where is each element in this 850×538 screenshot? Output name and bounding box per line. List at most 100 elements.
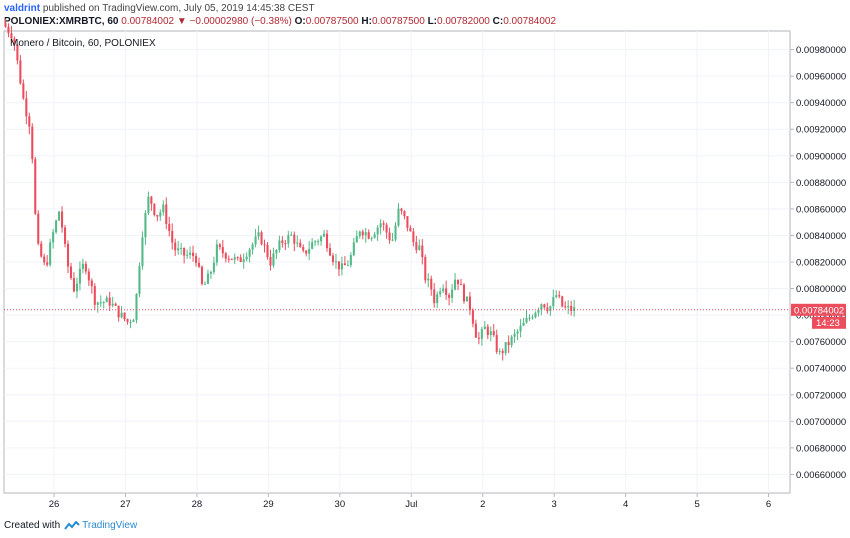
candle bbox=[424, 254, 427, 284]
candle bbox=[465, 296, 469, 302]
candle bbox=[171, 223, 174, 250]
x-tick-label: 4 bbox=[623, 499, 628, 510]
candle bbox=[13, 36, 16, 51]
candle bbox=[180, 242, 183, 255]
candle bbox=[227, 255, 230, 263]
candle bbox=[433, 283, 436, 308]
candle bbox=[427, 273, 430, 288]
candle bbox=[340, 256, 343, 276]
symbol-label: POLONIEX:XMRBTC, 60 bbox=[4, 16, 119, 27]
candle bbox=[126, 318, 129, 325]
candle bbox=[403, 210, 406, 220]
y-tick-label: 0.00840000 bbox=[796, 231, 846, 242]
candle bbox=[299, 239, 302, 248]
candle bbox=[22, 79, 25, 100]
candle bbox=[400, 207, 403, 215]
close-value: 0.00784002 bbox=[503, 16, 557, 27]
candle bbox=[382, 220, 385, 231]
candle bbox=[177, 240, 180, 255]
candle bbox=[159, 209, 162, 221]
candle bbox=[498, 348, 501, 355]
candle bbox=[230, 258, 233, 261]
candle bbox=[367, 229, 370, 240]
candle bbox=[165, 197, 168, 230]
candle bbox=[349, 252, 352, 268]
candle bbox=[239, 254, 242, 263]
x-tick-label: 6 bbox=[766, 499, 771, 510]
candle bbox=[343, 256, 346, 266]
candle bbox=[278, 235, 281, 253]
author-username[interactable]: valdrint bbox=[4, 3, 41, 14]
x-tick-label: 26 bbox=[49, 499, 60, 510]
candle bbox=[549, 305, 552, 316]
y-tick-label: 0.00680000 bbox=[796, 443, 846, 454]
x-tick-label: 3 bbox=[552, 499, 557, 510]
candle bbox=[480, 326, 483, 346]
low-value: 0.00782000 bbox=[437, 16, 490, 27]
candle bbox=[215, 239, 218, 266]
candle bbox=[462, 283, 466, 304]
candle bbox=[87, 268, 90, 286]
y-tick-label: 0.00880000 bbox=[796, 178, 846, 189]
candle bbox=[394, 222, 397, 242]
y-tick-label: 0.00860000 bbox=[796, 204, 846, 215]
candle bbox=[31, 123, 34, 164]
candle bbox=[269, 249, 272, 271]
chart-header: valdrint published on TradingView.com, J… bbox=[0, 0, 850, 30]
candle bbox=[28, 112, 31, 135]
x-axis[interactable]: 26 27 28 29 30 Jul 2 3 4 5 6 bbox=[49, 493, 771, 510]
candle bbox=[245, 252, 248, 262]
candle bbox=[72, 272, 76, 293]
grid-lines bbox=[4, 31, 790, 493]
price-chart[interactable]: 0.00980000 0.00960000 0.00940000 0.00920000… bbox=[0, 0, 850, 516]
candle bbox=[168, 216, 171, 237]
candle bbox=[567, 300, 570, 315]
candle bbox=[305, 250, 308, 257]
candle bbox=[522, 317, 525, 327]
candle bbox=[507, 335, 510, 353]
candle bbox=[415, 235, 418, 254]
candle bbox=[373, 231, 376, 239]
candle bbox=[218, 242, 221, 250]
candle bbox=[328, 243, 332, 257]
x-tick-label: 30 bbox=[335, 499, 346, 510]
candle bbox=[4, 18, 7, 28]
candle bbox=[528, 314, 531, 321]
footer: Created with TradingView bbox=[4, 520, 137, 531]
candle bbox=[123, 312, 126, 322]
y-tick-label: 0.00940000 bbox=[796, 98, 846, 109]
candle bbox=[248, 247, 251, 263]
y-tick-label: 0.00740000 bbox=[796, 364, 846, 375]
candle bbox=[459, 278, 463, 286]
candle bbox=[564, 301, 567, 309]
candle bbox=[448, 293, 451, 306]
candle bbox=[96, 301, 99, 313]
candle bbox=[16, 44, 19, 65]
candle bbox=[513, 329, 516, 344]
tradingview-logo-icon bbox=[64, 520, 80, 530]
price-change: −0.00002980 (−0.38%) bbox=[189, 16, 292, 27]
tradingview-link[interactable]: TradingView bbox=[82, 520, 138, 531]
candle bbox=[376, 225, 379, 241]
candles bbox=[4, 18, 576, 361]
x-tick-label: Jul bbox=[405, 499, 417, 510]
y-axis[interactable]: 0.00980000 0.00960000 0.00940000 0.00920000… bbox=[790, 45, 846, 481]
candle bbox=[49, 238, 52, 267]
candle bbox=[117, 305, 120, 322]
candle bbox=[358, 230, 361, 239]
candle bbox=[69, 262, 73, 281]
candle bbox=[162, 200, 165, 216]
last-price: 0.00784002 bbox=[121, 16, 175, 27]
candle bbox=[236, 256, 239, 261]
candle bbox=[206, 269, 209, 285]
last-price-badge: 0.00784002 14:23 bbox=[791, 303, 846, 329]
chart-title: Monero / Bitcoin, 60, POLONIEX bbox=[10, 38, 156, 49]
candle bbox=[55, 219, 58, 234]
candle bbox=[409, 225, 412, 232]
candle bbox=[120, 305, 123, 319]
candle bbox=[308, 241, 311, 261]
candle bbox=[141, 231, 144, 270]
change-arrow-icon: ▼ bbox=[176, 16, 187, 27]
y-tick-label: 0.00820000 bbox=[796, 258, 846, 269]
y-tick-label: 0.00980000 bbox=[796, 45, 846, 56]
